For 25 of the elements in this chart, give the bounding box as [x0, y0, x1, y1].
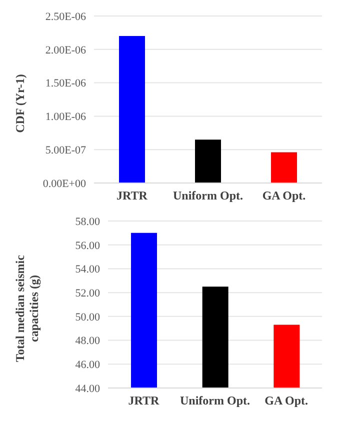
y-tick-label: 46.00 — [75, 359, 100, 372]
y-tick-label: 54.00 — [75, 264, 100, 276]
y-tick-label: 48.00 — [75, 335, 100, 348]
y-tick-label: 2.00E-06 — [45, 44, 86, 56]
y-tick-label: 2.50E-06 — [45, 10, 86, 23]
x-tick-label: Uniform Opt. — [173, 188, 243, 203]
y-axis-title: Total median seismic capacities (g) — [13, 254, 41, 362]
y-tick-label: 1.00E-06 — [45, 111, 86, 124]
y-axis-title: CDF (Yr-1) — [13, 74, 27, 133]
y-tick-label: 44.00 — [75, 382, 100, 395]
y-tick-label: 0.00E+00 — [42, 178, 86, 190]
x-tick-label: JRTR — [116, 188, 148, 203]
y-tick-label: 52.00 — [75, 287, 100, 300]
bar — [271, 152, 297, 183]
x-tick-label: JRTR — [128, 394, 160, 408]
y-tick-label: 5.00E-07 — [45, 144, 86, 157]
y-tick-label: 1.50E-06 — [45, 78, 86, 90]
y-tick-label: 56.00 — [75, 240, 100, 252]
y-tick-label: 50.00 — [75, 311, 100, 324]
x-tick-label: Uniform Opt. — [180, 394, 250, 408]
bar — [119, 36, 145, 183]
bar — [195, 140, 221, 183]
x-tick-label: GA Opt. — [264, 394, 308, 408]
x-tick-label: GA Opt. — [262, 188, 306, 203]
y-tick-label: 58.00 — [75, 216, 100, 228]
